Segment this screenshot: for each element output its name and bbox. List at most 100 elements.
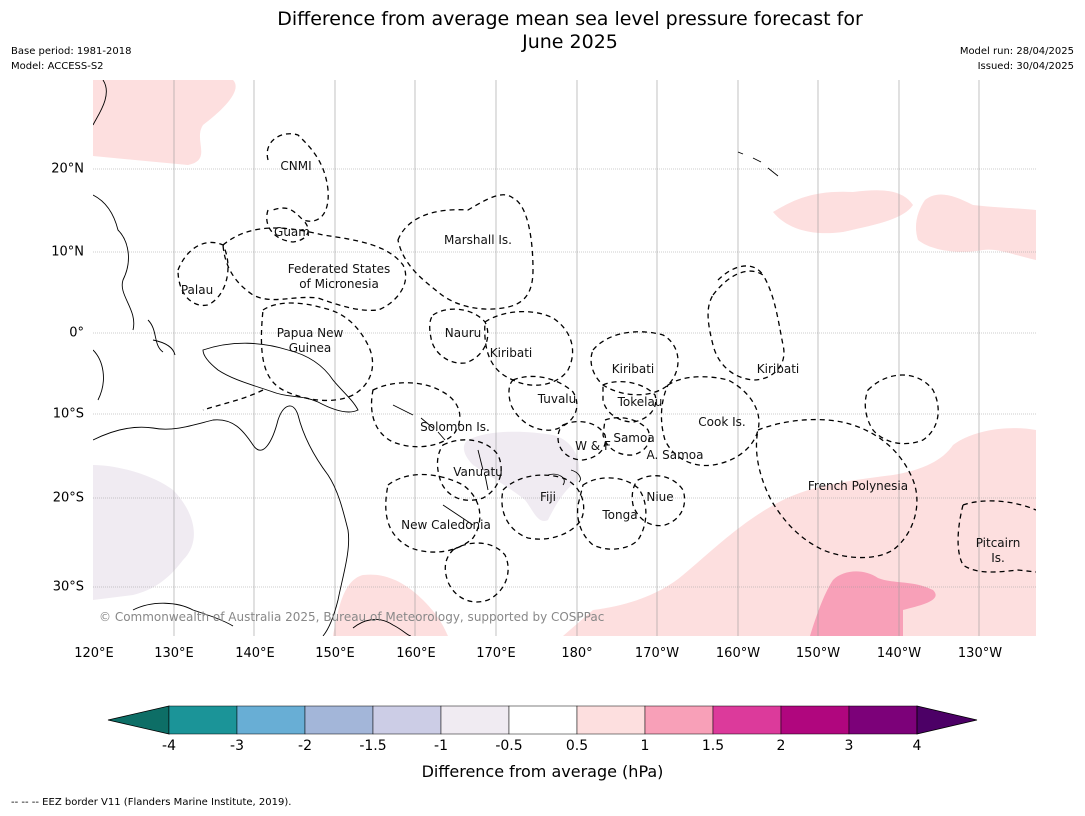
place-label: Vanuatu (453, 465, 503, 479)
anomaly-region-sw (333, 574, 448, 636)
lon-label: 140°W (876, 646, 922, 661)
eez-samoa (602, 417, 651, 456)
place-label: Niue (646, 490, 674, 504)
colorbar-segment (508, 705, 578, 735)
lat-label: 0° (69, 325, 84, 341)
eez-pitcairn (957, 500, 1036, 573)
eez-new-caledonia (385, 473, 481, 553)
place-label: Is. (991, 551, 1005, 565)
eez-kiribati-line (717, 265, 764, 281)
anomaly-region-ne (773, 190, 913, 234)
eez-tokelau (602, 381, 657, 423)
coast-philippines (93, 194, 135, 331)
model-run: Model run: 28/04/2025 (959, 46, 1074, 57)
colorbar-tick: -3 (230, 738, 244, 754)
place-label: New Caledonia (401, 518, 491, 532)
coast-south (132, 602, 234, 627)
anomaly-region-neg (463, 431, 580, 521)
model-name: Model: ACCESS-S2 (11, 61, 104, 72)
eez-cnmi (266, 133, 329, 222)
place-label: Tokelau (617, 395, 663, 409)
colorbar (107, 705, 978, 735)
lon-label: 160°E (396, 646, 436, 661)
meta-left: Base period: 1981-2018 Model: ACCESS-S2 (11, 44, 131, 74)
eez-wallis (557, 421, 607, 461)
lat-label: 20°N (51, 161, 84, 177)
colorbar-tick: -1.5 (359, 738, 387, 754)
place-label: Federated States (287, 262, 391, 276)
place-label: Palau (180, 283, 214, 297)
coast-fiji (547, 469, 581, 486)
eez-fp-east (864, 374, 939, 445)
colorbar-title: Difference from average (hPa) (421, 762, 664, 781)
colorbar-segment (576, 705, 646, 735)
colorbar-segment (848, 705, 918, 735)
coast-solomon (392, 404, 446, 441)
eez-tuvalu (508, 375, 578, 431)
colorbar-segment (168, 705, 238, 735)
lon-label: 130°W (957, 646, 1003, 661)
eez-fp (755, 418, 918, 559)
coastlines (93, 80, 779, 636)
eez-vanuatu (436, 439, 502, 501)
colorbar-tick: 1.5 (701, 738, 725, 754)
colorbar-tick: -2 (298, 738, 312, 754)
anomaly-region-strong (810, 571, 936, 636)
eez-cook (660, 376, 760, 467)
coast-australia (93, 405, 350, 636)
colorbar-tick: 1 (640, 738, 650, 754)
eez-png-south (202, 389, 264, 411)
eez-solomon (370, 382, 461, 448)
place-label: Tonga (602, 508, 638, 522)
grid (93, 80, 1036, 636)
eez-fiji (501, 474, 585, 540)
eez-guam (266, 209, 309, 243)
anomaly-region-se (563, 428, 1036, 636)
place-label: A. Samoa (646, 448, 704, 462)
lat-label: 30°S (52, 579, 84, 595)
place-label: Tuvalu (537, 392, 577, 406)
place-label: of Micronesia (299, 277, 379, 291)
copyright: © Commonwealth of Australia 2025, Bureau… (99, 610, 605, 624)
colorbar-tick: 3 (844, 738, 854, 754)
lon-label: 180° (561, 646, 593, 661)
eez-palau (177, 241, 229, 307)
eez-nauru (429, 308, 489, 364)
anomaly-region-ne2 (915, 194, 1036, 260)
place-label: Nauru (444, 326, 482, 340)
lon-label: 150°E (315, 646, 355, 661)
lat-label: 10°S (52, 406, 84, 422)
place-label: Kiribati (489, 346, 533, 360)
colorbar-segment (236, 705, 306, 735)
colorbar-tick: -1 (434, 738, 448, 754)
place-label: Papua New (276, 326, 344, 340)
place-label: Samoa (613, 431, 655, 445)
place-label: Cook Is. (698, 415, 746, 429)
lat-label: 10°N (51, 244, 84, 260)
lat-label: 20°S (52, 490, 84, 506)
eez-png (260, 302, 374, 402)
place-label: Guam (274, 225, 310, 239)
lon-label: 170°W (634, 646, 680, 661)
eez-marshall (397, 194, 534, 310)
place-label: CNMI (280, 159, 312, 173)
map-svg (93, 80, 1036, 636)
issued-date: Issued: 30/04/2025 (977, 61, 1074, 72)
eez-kiribati-central (590, 331, 679, 396)
base-period: Base period: 1981-2018 (11, 46, 132, 57)
eez-niue (631, 475, 686, 527)
eez-borders (177, 133, 1036, 603)
place-label: Fiji (539, 490, 557, 504)
place-label: French Polynesia (807, 479, 909, 493)
colorbar-min-extension (107, 705, 170, 735)
lon-label: 120°E (74, 646, 114, 661)
lon-label: 170°E (476, 646, 516, 661)
colorbar-segment (372, 705, 442, 735)
eez-kiribati-west (484, 310, 574, 386)
anomaly-shading (93, 80, 1036, 636)
lon-label: 150°W (795, 646, 841, 661)
place-label: W & F (575, 439, 611, 453)
colorbar-max-extension (916, 705, 978, 735)
colorbar-tick: 4 (912, 738, 922, 754)
coast-new-guinea (202, 342, 359, 413)
